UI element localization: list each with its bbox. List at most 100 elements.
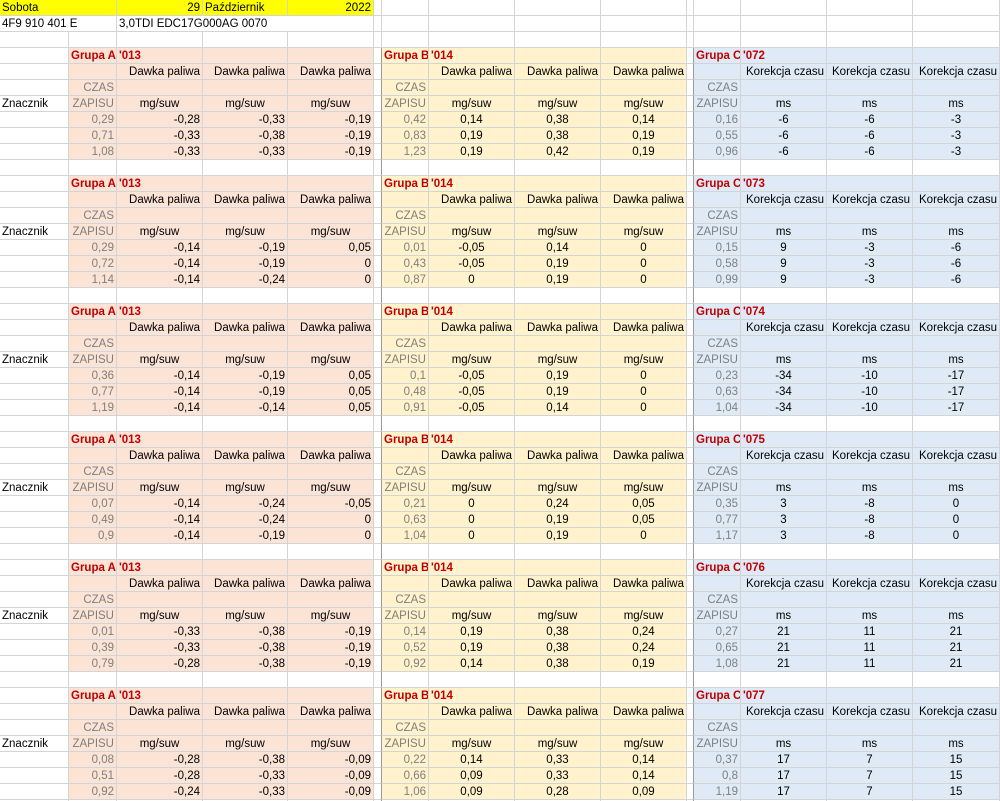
value-cell[interactable]: 0 xyxy=(288,528,374,544)
value-cell[interactable]: -3 xyxy=(913,144,1000,160)
value-cell[interactable]: 3 xyxy=(741,528,827,544)
time-label[interactable]: ZAPISU xyxy=(69,96,117,112)
empty-cell[interactable] xyxy=(827,672,913,688)
separator-cell[interactable] xyxy=(687,144,694,160)
empty-cell[interactable] xyxy=(0,416,69,432)
unit-label[interactable]: ms xyxy=(827,224,913,240)
value-cell[interactable]: -0,38 xyxy=(203,640,288,656)
column-header[interactable]: Dawka paliwa xyxy=(429,704,515,720)
group-a-code[interactable]: '013 xyxy=(117,48,203,64)
time-label[interactable]: CZAS xyxy=(382,208,429,224)
value-cell[interactable]: -0,33 xyxy=(203,112,288,128)
value-cell[interactable]: -10 xyxy=(827,368,913,384)
separator-cell[interactable] xyxy=(374,144,382,160)
column-header[interactable]: Korekcja czasu xyxy=(827,576,913,592)
empty-cell[interactable] xyxy=(601,560,687,576)
column-header[interactable]: Korekcja czasu xyxy=(741,320,827,336)
time-label[interactable]: CZAS xyxy=(382,592,429,608)
empty-cell[interactable] xyxy=(741,288,827,304)
separator-cell[interactable] xyxy=(374,304,382,320)
empty-cell[interactable] xyxy=(0,64,69,80)
value-cell[interactable]: 15 xyxy=(913,784,1000,800)
value-cell[interactable]: -6 xyxy=(741,128,827,144)
time-value[interactable]: 0,79 xyxy=(69,656,117,672)
value-cell[interactable]: 0,19 xyxy=(601,144,687,160)
empty-cell[interactable] xyxy=(0,272,69,288)
column-header[interactable]: Korekcja czasu xyxy=(827,320,913,336)
empty-cell[interactable] xyxy=(0,640,69,656)
empty-cell[interactable] xyxy=(913,592,1000,608)
group-a-title[interactable]: Grupa A: xyxy=(69,176,117,192)
empty-cell[interactable] xyxy=(827,48,913,64)
time-label[interactable]: ZAPISU xyxy=(694,352,741,368)
value-cell[interactable]: 0,05 xyxy=(288,384,374,400)
empty-cell[interactable] xyxy=(429,464,515,480)
time-label[interactable]: ZAPISU xyxy=(69,352,117,368)
separator-cell[interactable] xyxy=(687,592,694,608)
column-header[interactable]: Dawka paliwa xyxy=(203,64,288,80)
value-cell[interactable]: 0,14 xyxy=(601,752,687,768)
value-cell[interactable]: -0,19 xyxy=(203,384,288,400)
empty-cell[interactable] xyxy=(827,544,913,560)
value-cell[interactable]: 9 xyxy=(741,256,827,272)
separator-cell[interactable] xyxy=(687,576,694,592)
value-cell[interactable]: -0,05 xyxy=(429,384,515,400)
empty-cell[interactable] xyxy=(827,720,913,736)
empty-cell[interactable] xyxy=(827,288,913,304)
value-cell[interactable]: -0,33 xyxy=(117,640,203,656)
empty-cell[interactable] xyxy=(694,32,741,48)
unit-label[interactable]: mg/suw xyxy=(515,96,601,112)
separator-cell[interactable] xyxy=(374,368,382,384)
empty-cell[interactable] xyxy=(382,288,429,304)
unit-label[interactable]: ms xyxy=(913,736,1000,752)
empty-cell[interactable] xyxy=(0,528,69,544)
unit-label[interactable]: mg/suw xyxy=(117,608,203,624)
time-label[interactable]: ZAPISU xyxy=(69,480,117,496)
separator-cell[interactable] xyxy=(687,720,694,736)
value-cell[interactable]: -0,28 xyxy=(117,768,203,784)
empty-cell[interactable] xyxy=(827,336,913,352)
group-a-title[interactable]: Grupa A: xyxy=(69,688,117,704)
empty-cell[interactable] xyxy=(601,48,687,64)
group-b-code[interactable]: '014 xyxy=(429,432,515,448)
time-label[interactable]: ZAPISU xyxy=(694,96,741,112)
value-cell[interactable]: 21 xyxy=(741,640,827,656)
value-cell[interactable]: -0,33 xyxy=(117,624,203,640)
unit-label[interactable]: ms xyxy=(913,96,1000,112)
value-cell[interactable]: 0,09 xyxy=(429,768,515,784)
column-header[interactable]: Dawka paliwa xyxy=(117,576,203,592)
value-cell[interactable]: 0,19 xyxy=(515,368,601,384)
unit-label[interactable]: mg/suw xyxy=(601,480,687,496)
group-a-title[interactable]: Grupa A: xyxy=(69,48,117,64)
unit-label[interactable]: mg/suw xyxy=(288,352,374,368)
empty-cell[interactable] xyxy=(741,720,827,736)
empty-cell[interactable] xyxy=(69,160,117,176)
empty-cell[interactable] xyxy=(741,80,827,96)
value-cell[interactable]: -0,09 xyxy=(288,784,374,800)
empty-cell[interactable] xyxy=(827,688,913,704)
column-header[interactable]: Dawka paliwa xyxy=(117,320,203,336)
empty-cell[interactable] xyxy=(382,0,429,16)
value-cell[interactable]: -0,14 xyxy=(117,384,203,400)
separator-cell[interactable] xyxy=(687,112,694,128)
value-cell[interactable]: -0,28 xyxy=(117,112,203,128)
empty-cell[interactable] xyxy=(601,416,687,432)
group-b-title[interactable]: Grupa B: xyxy=(382,48,429,64)
value-cell[interactable]: -17 xyxy=(913,400,1000,416)
unit-label[interactable]: ms xyxy=(827,736,913,752)
column-header[interactable]: Dawka paliwa xyxy=(429,576,515,592)
unit-label[interactable]: ms xyxy=(827,96,913,112)
separator-cell[interactable] xyxy=(687,560,694,576)
value-cell[interactable]: 0,09 xyxy=(601,784,687,800)
value-cell[interactable]: -0,14 xyxy=(117,496,203,512)
empty-cell[interactable] xyxy=(694,192,741,208)
empty-cell[interactable] xyxy=(288,688,374,704)
column-header[interactable]: Dawka paliwa xyxy=(601,576,687,592)
value-cell[interactable]: -0,28 xyxy=(117,752,203,768)
empty-cell[interactable] xyxy=(374,0,382,16)
time-label[interactable]: CZAS xyxy=(69,720,117,736)
empty-cell[interactable] xyxy=(913,544,1000,560)
separator-cell[interactable] xyxy=(687,544,694,560)
time-value[interactable]: 0,42 xyxy=(382,112,429,128)
value-cell[interactable]: 0 xyxy=(913,496,1000,512)
